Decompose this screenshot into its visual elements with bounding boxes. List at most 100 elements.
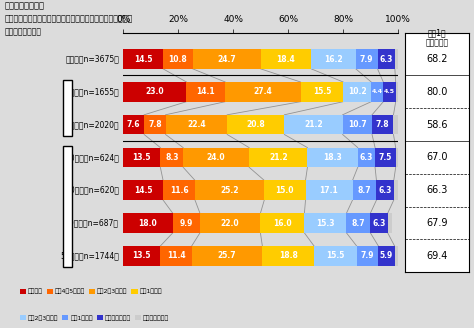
Bar <box>396 82 399 102</box>
Bar <box>375 148 396 167</box>
Bar <box>144 115 165 134</box>
Bar <box>356 49 377 69</box>
Text: 20.8: 20.8 <box>246 120 265 129</box>
Text: 6.3: 6.3 <box>378 186 392 195</box>
Bar <box>370 213 388 233</box>
Text: 14.5: 14.5 <box>134 186 153 195</box>
Bar <box>383 82 396 102</box>
Bar <box>183 148 249 167</box>
Bar <box>260 213 304 233</box>
Text: 23.0: 23.0 <box>146 87 164 96</box>
Bar <box>123 49 163 69</box>
Text: 15.5: 15.5 <box>326 251 345 260</box>
Bar <box>123 82 186 102</box>
Text: 67.0: 67.0 <box>427 153 448 162</box>
Bar <box>346 213 370 233</box>
Text: 5.9: 5.9 <box>380 251 393 260</box>
Bar <box>163 49 193 69</box>
Bar <box>284 115 343 134</box>
Text: 6.3: 6.3 <box>373 218 386 228</box>
Text: 9.9: 9.9 <box>180 218 193 228</box>
Text: 18.4: 18.4 <box>277 54 295 64</box>
Text: 21.2: 21.2 <box>269 153 288 162</box>
Text: 6.3: 6.3 <box>380 54 393 64</box>
Text: 16.0: 16.0 <box>273 218 292 228</box>
Bar <box>123 148 160 167</box>
Bar <box>394 180 398 200</box>
Text: 80.0: 80.0 <box>427 87 448 97</box>
Bar <box>372 115 393 134</box>
Text: （単一回答形式）: （単一回答形式） <box>5 27 42 36</box>
Text: 27.4: 27.4 <box>254 87 272 96</box>
Text: 4.4: 4.4 <box>372 89 383 94</box>
Text: 11.4: 11.4 <box>167 251 185 260</box>
Text: 10.7: 10.7 <box>348 120 367 129</box>
Text: 13.5: 13.5 <box>133 153 151 162</box>
Bar <box>388 213 392 233</box>
Legend: 月に2～3日程度, 月に1日程度, それ以下の頻度, 全く利用しない: 月に2～3日程度, 月に1日程度, それ以下の頻度, 全く利用しない <box>18 313 172 323</box>
Bar <box>301 82 343 102</box>
Text: 8.7: 8.7 <box>352 218 365 228</box>
Bar <box>378 246 394 266</box>
Bar <box>195 180 264 200</box>
Text: 女性　《n=2020》: 女性 《n=2020》 <box>65 120 119 129</box>
Text: 25.2: 25.2 <box>220 186 239 195</box>
Text: コンビニエンスストアをどれくらいの頻度で利用しているか: コンビニエンスストアをどれくらいの頻度で利用しているか <box>5 15 133 24</box>
Bar <box>249 148 308 167</box>
Text: 18.3: 18.3 <box>323 153 342 162</box>
Bar <box>225 82 301 102</box>
Text: 全体　《n=3675》: 全体 《n=3675》 <box>65 54 119 64</box>
Text: 14.5: 14.5 <box>134 54 153 64</box>
Text: 16.2: 16.2 <box>324 54 343 64</box>
Bar <box>308 148 358 167</box>
Text: 25.7: 25.7 <box>218 251 237 260</box>
Text: 7.8: 7.8 <box>148 120 162 129</box>
Text: 11.6: 11.6 <box>170 186 188 195</box>
FancyBboxPatch shape <box>63 146 73 267</box>
Text: 40代　《n=687》: 40代 《n=687》 <box>65 218 119 228</box>
Bar <box>306 180 353 200</box>
Bar <box>343 115 372 134</box>
Bar <box>123 213 173 233</box>
Bar <box>376 180 394 200</box>
Bar <box>304 213 346 233</box>
Bar <box>173 213 200 233</box>
Text: 10.8: 10.8 <box>169 54 187 64</box>
Bar <box>393 115 398 134</box>
Bar <box>262 246 314 266</box>
Bar <box>163 180 195 200</box>
Text: 30代　《n=620》: 30代 《n=620》 <box>65 186 119 195</box>
Text: 50代　《n=1744》: 50代 《n=1744》 <box>60 251 119 260</box>
Text: 18.8: 18.8 <box>279 251 298 260</box>
Bar <box>358 148 375 167</box>
Text: 21.2: 21.2 <box>304 120 323 129</box>
Text: 15.0: 15.0 <box>276 186 294 195</box>
Text: 18.0: 18.0 <box>138 218 157 228</box>
Bar <box>193 49 261 69</box>
Text: 67.9: 67.9 <box>427 218 448 228</box>
Text: 10.2: 10.2 <box>348 87 366 96</box>
Text: 14.1: 14.1 <box>197 87 215 96</box>
Text: 7.9: 7.9 <box>360 54 374 64</box>
Text: 58.6: 58.6 <box>427 120 448 130</box>
Text: 20代　《n=624》: 20代 《n=624》 <box>65 153 119 162</box>
Bar <box>165 115 227 134</box>
Bar <box>123 246 160 266</box>
Text: 8.3: 8.3 <box>165 153 179 162</box>
Bar <box>371 82 383 102</box>
Bar <box>261 49 311 69</box>
Text: 22.4: 22.4 <box>187 120 206 129</box>
Bar <box>160 246 191 266</box>
Bar <box>396 148 399 167</box>
Bar <box>311 49 356 69</box>
Bar <box>356 246 378 266</box>
Text: 15.3: 15.3 <box>316 218 335 228</box>
Bar <box>123 115 144 134</box>
Text: 4.5: 4.5 <box>384 89 395 94</box>
Text: 6.3: 6.3 <box>360 153 373 162</box>
Bar <box>394 246 398 266</box>
Text: 15.5: 15.5 <box>313 87 331 96</box>
Bar <box>160 148 183 167</box>
Legend: ほぼ毎日, 週に4～5日程度, 週に2～3日程度, 週に1日程度: ほぼ毎日, 週に4～5日程度, 週に2～3日程度, 週に1日程度 <box>18 286 164 297</box>
Text: 7.6: 7.6 <box>127 120 140 129</box>
